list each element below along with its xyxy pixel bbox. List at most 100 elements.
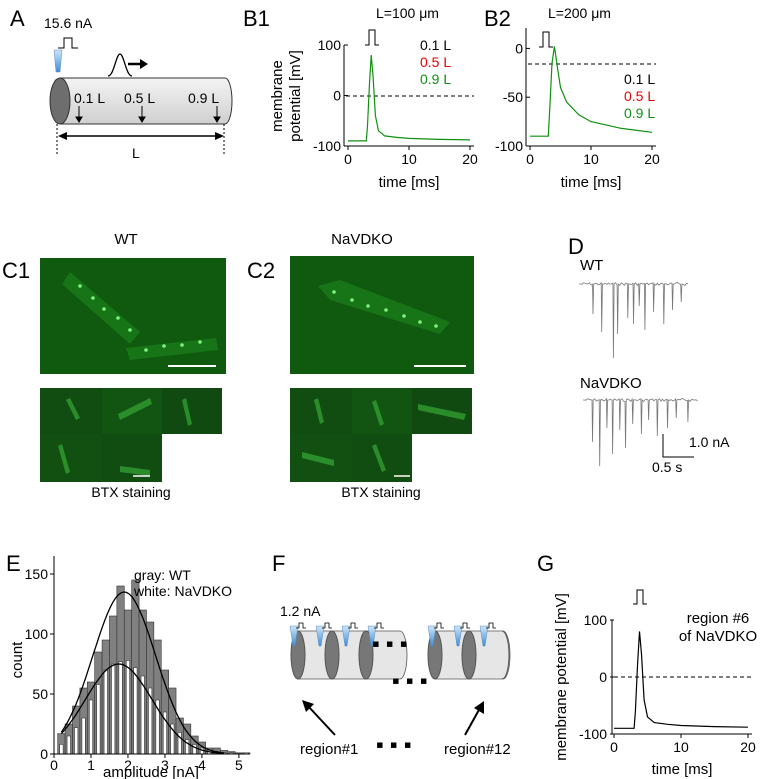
e-bar-dko-8 bbox=[118, 661, 123, 755]
f-segment-end-left-1 bbox=[324, 630, 340, 680]
f-pipette-icon-right-0 bbox=[427, 625, 437, 647]
g-ytick-label-2: 100 bbox=[584, 612, 608, 628]
panel-label-c2: C2 bbox=[247, 258, 275, 283]
f-cable-end-right bbox=[501, 630, 510, 680]
e-fit-wt bbox=[60, 591, 225, 754]
f-arrow-last bbox=[464, 707, 481, 736]
b1-ytick-label-2: 100 bbox=[318, 37, 342, 53]
f-region-first: region#1 bbox=[300, 741, 358, 758]
f-pipette-icon-left-1 bbox=[315, 625, 325, 647]
e-bar-dko-6 bbox=[103, 669, 108, 755]
g-xtick-label-0: 0 bbox=[610, 739, 618, 755]
b2-legend-05: 0.5 L bbox=[624, 88, 655, 104]
b2-legend-01: 0.1 L bbox=[624, 71, 655, 87]
panel-label-g: G bbox=[537, 551, 554, 576]
b2-ytick-label-2: 0 bbox=[515, 40, 523, 56]
e-bar-dko-10 bbox=[133, 667, 138, 755]
f-pulse-icon-right-1 bbox=[460, 622, 470, 629]
g-ytick-label-1: 0 bbox=[599, 669, 607, 685]
b1-legend-05: 0.5 L bbox=[420, 54, 451, 70]
d-dko-trace bbox=[583, 397, 698, 467]
f-arrowhead-first bbox=[302, 700, 314, 712]
f-pulse-icon-left-3 bbox=[374, 622, 384, 629]
f-segment-right-1 bbox=[468, 630, 511, 680]
c2-thumbnails bbox=[290, 388, 472, 482]
c1-thumbnails bbox=[40, 388, 222, 482]
b2-ytick-label-0: -100 bbox=[495, 138, 523, 154]
e-bar-dko-18 bbox=[192, 744, 197, 755]
g-xtick-label-2: 20 bbox=[740, 739, 756, 755]
b1-ytick-label-1: 0 bbox=[333, 88, 341, 104]
e-xtick-label-4: 4 bbox=[198, 757, 206, 773]
g-xlabel: time [ms] bbox=[652, 761, 713, 778]
b1-xtick-label-0: 0 bbox=[344, 151, 352, 167]
e-bar-dko-9 bbox=[125, 660, 130, 755]
d-scale-bar bbox=[662, 434, 694, 458]
g-ytick-label-0: -100 bbox=[579, 726, 607, 742]
e-bar-dko-3 bbox=[81, 717, 86, 755]
e-ytick-label-2: 100 bbox=[25, 626, 49, 642]
f-ellipsis-mid: ▪ ▪ ▪ bbox=[392, 668, 428, 693]
b2-ticks: 0 10 20 -100 -50 0 bbox=[495, 40, 660, 167]
e-legend-white: white: NaVDKO bbox=[133, 583, 232, 599]
f-region-last: region#12 bbox=[444, 741, 511, 758]
g-annot-2: of NaVDKO bbox=[679, 628, 757, 645]
panel-a-stimulus: 15.6 nA bbox=[44, 15, 93, 31]
f-segment-end-left-2 bbox=[358, 630, 374, 680]
f-pipette-icon-left-2 bbox=[341, 625, 351, 647]
b1-ylabel-2: potential [mV] bbox=[287, 50, 304, 142]
f-arrowhead-last bbox=[474, 701, 484, 714]
d-scale-y: 1.0 nA bbox=[689, 434, 730, 450]
e-bar-dko-4 bbox=[88, 699, 93, 755]
panel-label-b2: B2 bbox=[484, 6, 511, 31]
c2-staining: BTX staining bbox=[341, 484, 420, 500]
b2-xlabel: time [ms] bbox=[561, 174, 622, 191]
panel-label-c1: C1 bbox=[2, 258, 30, 283]
b2-title: L=200 μm bbox=[548, 5, 611, 21]
e-bar-dko-11 bbox=[140, 675, 145, 755]
b1-xtick-label-2: 20 bbox=[462, 151, 478, 167]
e-bar-dko-0 bbox=[59, 744, 64, 755]
b1-stim-pulse-icon bbox=[365, 29, 379, 46]
e-xtick-label-5: 5 bbox=[235, 757, 243, 773]
cylinder-end bbox=[49, 77, 71, 125]
propagation-arrowhead-icon bbox=[140, 59, 148, 69]
e-bars-dko bbox=[59, 660, 249, 755]
f-segment-end-right-1 bbox=[461, 630, 477, 680]
b1-legend-09: 0.9 L bbox=[420, 71, 451, 87]
b1-ylabel-1: membrane bbox=[269, 60, 286, 132]
panel-label-e: E bbox=[6, 551, 21, 576]
f-pulse-icon-right-2 bbox=[486, 622, 496, 629]
stim-pulse-icon bbox=[58, 37, 78, 49]
f-ellipsis-top: ▪ ▪ ▪ bbox=[372, 631, 408, 656]
f-pulse-icon-left-2 bbox=[348, 622, 358, 629]
e-xtick-label-2: 2 bbox=[124, 757, 132, 773]
d-wt-trace bbox=[579, 281, 688, 359]
d-scale-x: 0.5 s bbox=[652, 459, 682, 475]
b1-legend-01: 0.1 L bbox=[420, 37, 451, 53]
e-bar-dko-7 bbox=[111, 663, 116, 755]
f-arrow-first bbox=[307, 705, 336, 736]
position-label-09: 0.9 L bbox=[188, 90, 219, 106]
e-legend-gray: gray: WT bbox=[134, 567, 191, 583]
e-bars-wt bbox=[57, 579, 251, 755]
panel-label-a: A bbox=[10, 6, 25, 31]
b1-trace-09L bbox=[348, 55, 471, 142]
e-ytick-label-0: 0 bbox=[40, 746, 48, 762]
b2-legend-09: 0.9 L bbox=[624, 105, 655, 121]
c1-title: WT bbox=[114, 231, 137, 248]
f-ellipsis-bottom: ▪ ▪ ▪ bbox=[376, 732, 412, 757]
b1-ytick-label-0: -100 bbox=[313, 138, 341, 154]
b2-trace-09L bbox=[530, 46, 653, 137]
panel-label-f: F bbox=[272, 551, 285, 576]
c1-cells bbox=[62, 272, 218, 360]
panel-label-d: D bbox=[568, 234, 584, 259]
c2-cell bbox=[318, 280, 450, 334]
f-segment-left-2 bbox=[365, 630, 408, 680]
e-ytick-label-1: 50 bbox=[32, 686, 48, 702]
f-pipette-icon-right-2 bbox=[479, 625, 489, 647]
